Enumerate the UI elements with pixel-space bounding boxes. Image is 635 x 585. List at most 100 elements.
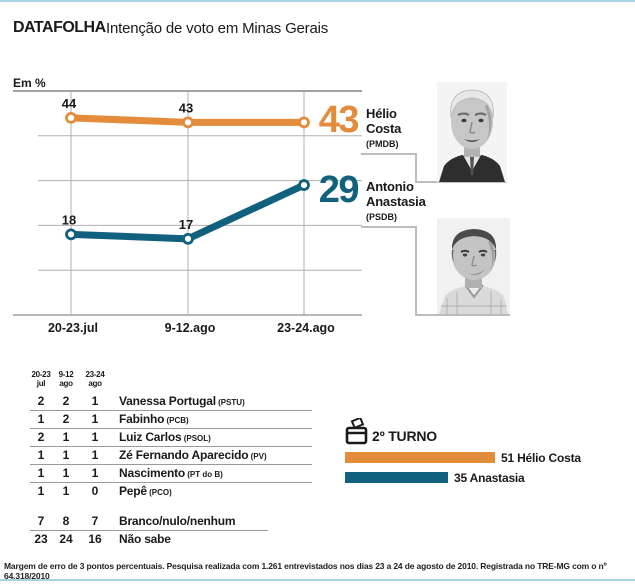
cell-value: 2 xyxy=(37,430,45,444)
candidate-party: (PSDB) xyxy=(366,212,397,222)
top-accent-bar xyxy=(0,0,635,2)
cell-value: 0 xyxy=(91,484,99,498)
table-row: 1 2 1 Fabinho (PCB) xyxy=(30,411,312,429)
column-header: 23-24 ago xyxy=(85,370,105,388)
point-value-label: 43 xyxy=(179,100,193,115)
cell-value: 1 xyxy=(91,394,99,408)
cell-value: 1 xyxy=(37,484,45,498)
x-axis-label: 23-24.ago xyxy=(277,321,335,335)
cell-party: (PV) xyxy=(248,452,267,461)
cell-party: (PSOL) xyxy=(181,434,211,443)
x-axis-label: 20-23.jul xyxy=(48,321,98,335)
ballot-box-icon xyxy=(345,418,368,445)
result-bar-label: 35 Anastasia xyxy=(454,470,525,485)
table-row: 1 1 1 Zé Fernando Aparecido (PV) xyxy=(30,447,312,465)
cell-value: 1 xyxy=(62,484,70,498)
cell-candidate-name: Branco/nulo/nenhum xyxy=(119,514,236,528)
table-row: 1 1 1 Nascimento (PT do B) xyxy=(30,465,312,483)
page-title: Intenção de voto em Minas Gerais xyxy=(106,20,329,37)
connector-line xyxy=(415,153,417,183)
helio-costa-current-value: 43 xyxy=(318,99,360,141)
cell-value: 16 xyxy=(88,532,102,546)
cell-party: (PCB) xyxy=(164,416,189,425)
connector-line xyxy=(361,153,417,155)
connector-line xyxy=(415,314,510,316)
cell-value: 8 xyxy=(62,514,70,528)
point-value-label: 18 xyxy=(62,212,76,227)
cell-candidate-name: Pepê (PCO) xyxy=(119,484,172,498)
cell-value: 1 xyxy=(91,430,99,444)
candidate-first-name: Hélio xyxy=(366,106,397,121)
bottom-accent-bar xyxy=(0,579,635,581)
connector-line xyxy=(415,181,507,183)
cell-candidate-name: Luiz Carlos (PSOL) xyxy=(119,430,211,444)
cell-value: 2 xyxy=(62,394,70,408)
connector-line xyxy=(361,226,417,228)
data-point xyxy=(182,116,194,129)
x-axis-label: 9-12.ago xyxy=(165,321,216,335)
result-bar-label: 51 Hélio Costa xyxy=(501,450,581,465)
cell-value: 1 xyxy=(37,448,45,462)
cell-value: 1 xyxy=(91,448,99,462)
column-header: 20-23 jul xyxy=(31,370,51,388)
data-point xyxy=(65,111,77,124)
cell-value: 1 xyxy=(37,412,45,426)
cell-value: 7 xyxy=(37,514,45,528)
candidate-first-name: Antonio xyxy=(366,179,414,194)
cell-party: (PCO) xyxy=(146,488,172,497)
table-row: 2 1 1 Luiz Carlos (PSOL) xyxy=(30,429,312,447)
table-row: 23 24 16 Não sabe xyxy=(30,531,268,548)
candidate-party: (PMDB) xyxy=(366,139,399,149)
data-point xyxy=(65,228,77,241)
data-point xyxy=(298,116,310,129)
trend-line-chart: 44 43 18 17 20-23.jul 9-12.ago 23-24.ago xyxy=(13,90,362,335)
cell-value: 2 xyxy=(62,412,70,426)
antonio-anastasia-photo xyxy=(437,218,510,314)
data-point xyxy=(182,232,194,245)
table-row: 7 8 7 Branco/nulo/nenhum xyxy=(30,513,268,531)
helio-costa-photo xyxy=(437,82,507,182)
cell-candidate-name: Vanessa Portugal (PSTU) xyxy=(119,394,245,408)
data-point xyxy=(298,179,310,191)
cell-value: 1 xyxy=(62,430,70,444)
helio-costa-label: Hélio Costa (PMDB) xyxy=(366,106,401,149)
cell-value: 2 xyxy=(37,394,45,408)
table-row: 2 2 1 Vanessa Portugal (PSTU) xyxy=(30,393,312,411)
candidate-last-name: Costa xyxy=(366,121,402,136)
table-gap xyxy=(30,500,312,513)
brand-logo: DATAFOLHA xyxy=(13,19,106,36)
cell-value: 7 xyxy=(91,514,99,528)
cell-value: 24 xyxy=(59,532,73,546)
second-round-title: 2º TURNO xyxy=(372,428,437,444)
cell-candidate-name: Nascimento (PT do B) xyxy=(119,466,223,480)
result-bar xyxy=(345,452,495,463)
table-header-row: 20-23 jul 9-12 ago 23-24 ago xyxy=(30,370,312,388)
minor-candidates-table: 20-23 jul 9-12 ago 23-24 ago 2 2 1 Vanessa Por… xyxy=(30,370,312,548)
anastasia-label: Antonio Anastasia (PSDB) xyxy=(366,179,426,222)
cell-value: 1 xyxy=(37,466,45,480)
second-round-bar-helio: 51 Hélio Costa xyxy=(345,450,581,465)
anastasia-current-value: 29 xyxy=(318,169,360,211)
second-round-bar-anastasia: 35 Anastasia xyxy=(345,470,525,485)
cell-value: 23 xyxy=(34,532,48,546)
connector-line xyxy=(415,226,417,316)
result-bar xyxy=(345,472,448,483)
table-body: 2 2 1 Vanessa Portugal (PSTU) 1 2 1 Fabinho (PC… xyxy=(30,393,312,500)
point-value-label: 17 xyxy=(179,217,193,232)
methodology-note: Margem de erro de 3 pontos percentuais. … xyxy=(4,561,607,581)
cell-value: 1 xyxy=(62,466,70,480)
unit-label: Em % xyxy=(13,76,46,90)
cell-party: (PT do B) xyxy=(185,470,223,479)
table-summary: 7 8 7 Branco/nulo/nenhum 23 24 16 Não sabe xyxy=(30,513,268,548)
cell-candidate-name: Não sabe xyxy=(119,532,171,546)
candidate-last-name: Anastasia xyxy=(366,194,426,209)
cell-party: (PSTU) xyxy=(215,398,245,407)
cell-value: 1 xyxy=(91,466,99,480)
cell-value: 1 xyxy=(91,412,99,426)
cell-candidate-name: Zé Fernando Aparecido (PV) xyxy=(119,448,267,462)
point-value-label: 44 xyxy=(62,96,77,111)
cell-candidate-name: Fabinho (PCB) xyxy=(119,412,189,426)
column-header: 9-12 ago xyxy=(58,370,74,388)
table-row: 1 1 0 Pepê (PCO) xyxy=(30,483,312,500)
